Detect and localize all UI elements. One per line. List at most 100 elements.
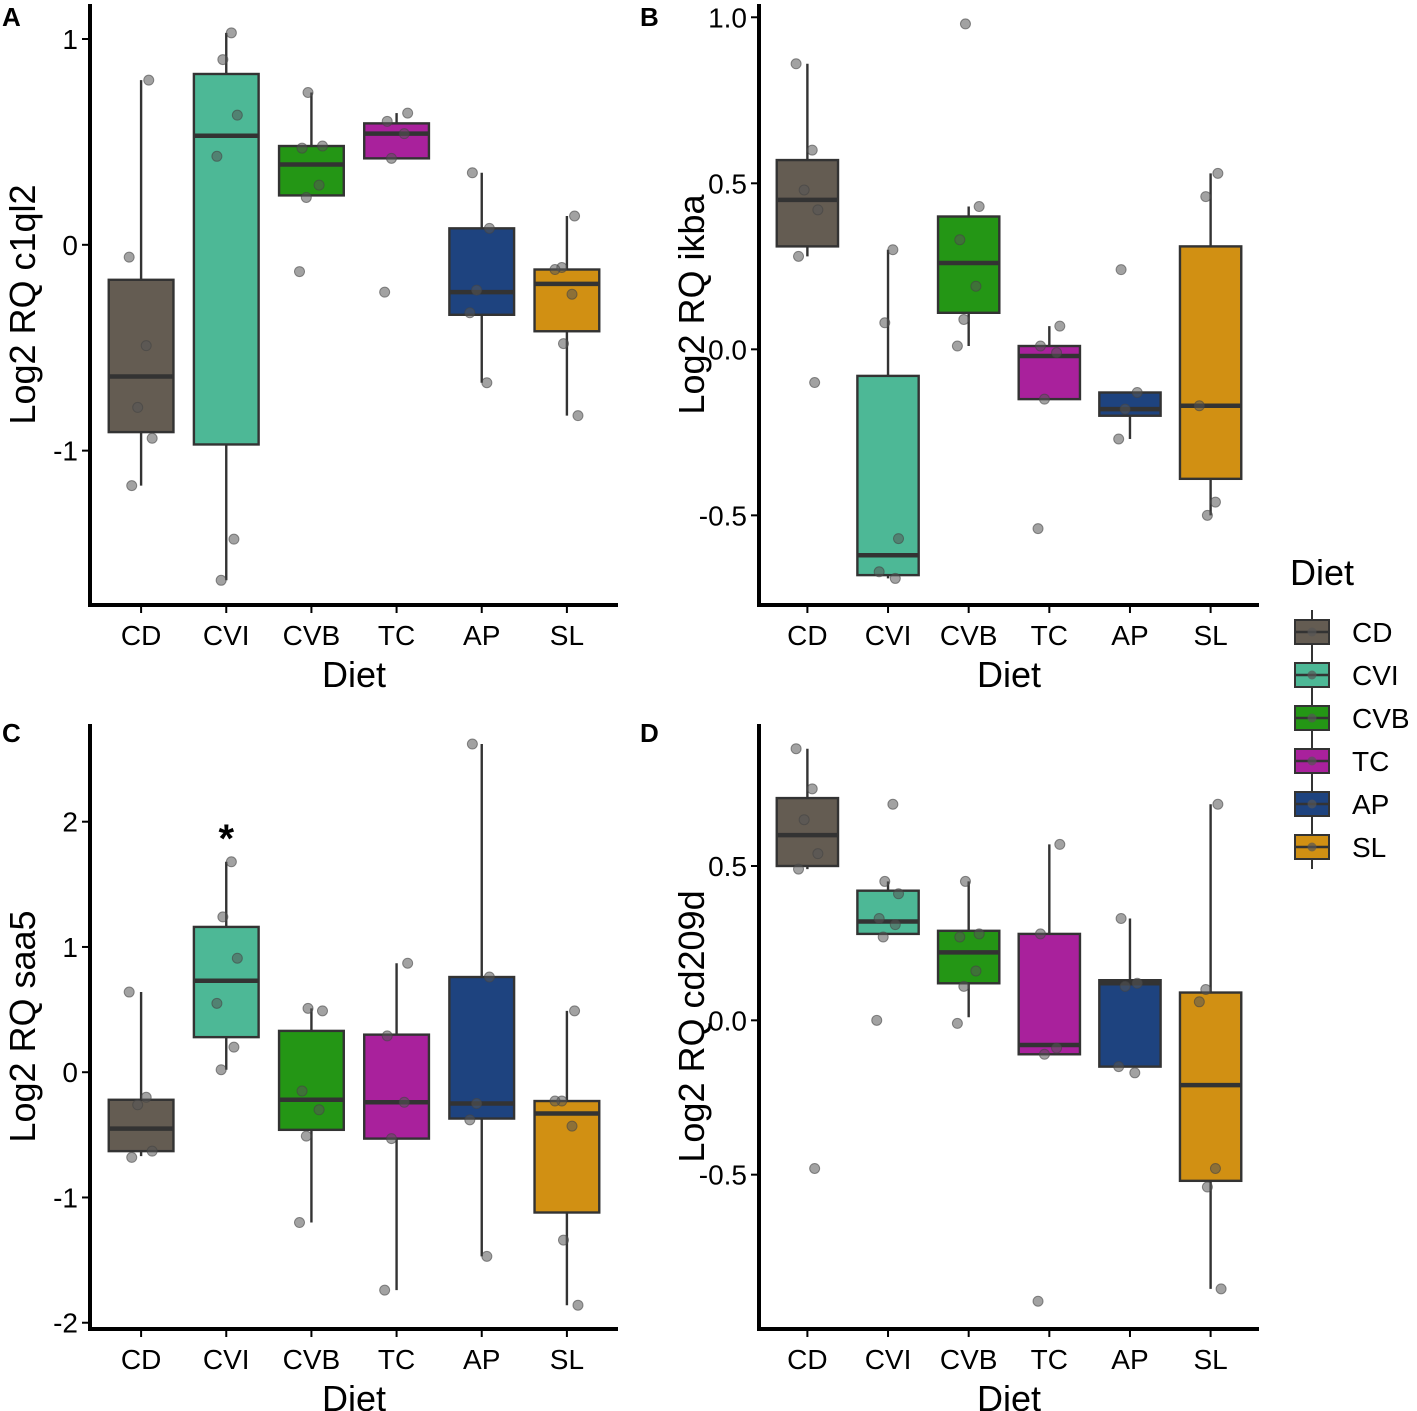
x-tick-label: CVB (283, 620, 341, 651)
data-point (954, 234, 966, 246)
panel-letter: C (2, 718, 21, 748)
x-tick-label: CD (121, 620, 161, 651)
data-point (481, 377, 493, 389)
data-point (958, 980, 970, 992)
legend-title: Diet (1290, 552, 1354, 593)
data-point (466, 738, 478, 750)
box (363, 122, 431, 160)
panel-d: D -0.5 0.0 0.5 CD CVI CVB TC AP SL Diet Log2 RQ cd2… (640, 718, 1259, 1411)
x-tick-label: SL (1193, 1344, 1227, 1375)
panel-a: A -1 0 1 CD CVI CVB TC AP SL Diet Log2 RQ c1ql2 (2, 2, 618, 695)
data-point (959, 875, 971, 887)
box-sl (533, 215, 601, 416)
data-point (871, 1014, 883, 1026)
data-point (806, 783, 818, 795)
y-tick-label: 2 (62, 807, 78, 838)
panel-b: B -0.5 0.0 0.5 1.0 CD CVI CVB TC AP SL Diet Log2 RQ … (640, 2, 1259, 695)
data-point (877, 931, 889, 943)
data-point (466, 167, 478, 179)
data-point (293, 266, 305, 278)
legend: Diet CD CVI CVB TC AP SL (1290, 552, 1410, 869)
data-point (217, 911, 229, 923)
x-tick-label: CD (787, 1344, 827, 1375)
box (192, 72, 260, 446)
x-tick-label: CVB (940, 1344, 998, 1375)
panel-letter: D (640, 718, 659, 748)
x-tick-label: SL (1193, 620, 1227, 651)
data-point (1131, 386, 1143, 398)
data-point (557, 338, 569, 350)
legend-key-point (1307, 670, 1317, 680)
data-point (1209, 496, 1221, 508)
data-point (385, 1133, 397, 1145)
data-point (970, 965, 982, 977)
y-tick-label: -0.5 (699, 500, 747, 531)
data-point (296, 1085, 308, 1097)
data-point (1115, 912, 1127, 924)
box (1178, 245, 1243, 481)
data-point (379, 1284, 391, 1296)
x-tick-label: CVB (283, 1344, 341, 1375)
y-tick-label: 0.0 (708, 1005, 747, 1036)
data-point (296, 142, 308, 154)
data-point (1051, 347, 1063, 359)
data-point (381, 1030, 393, 1042)
data-point (812, 204, 824, 216)
x-tick-label: CD (121, 1344, 161, 1375)
data-point (889, 572, 901, 584)
data-point (1051, 1042, 1063, 1054)
data-point (569, 1005, 581, 1017)
data-point (1038, 393, 1050, 405)
data-point (398, 128, 410, 140)
box-cvb (936, 881, 1001, 1018)
box-tc (1017, 326, 1082, 401)
box-cvi (856, 249, 920, 579)
data-point (464, 307, 476, 319)
x-tick-label: CD (787, 620, 827, 651)
x-axis-title: Diet (977, 654, 1041, 695)
x-tick-label: AP (463, 620, 500, 651)
box-sl (1178, 804, 1243, 1289)
data-point (1200, 983, 1212, 995)
box (856, 374, 920, 577)
data-point (123, 986, 135, 998)
legend-key-point (1307, 756, 1317, 766)
y-tick-label: -0.5 (699, 1160, 747, 1191)
legend-item-cvb: CVB (1294, 696, 1410, 740)
data-point (464, 1114, 476, 1126)
data-point (1119, 403, 1131, 415)
box-ap (448, 172, 516, 383)
data-point (225, 856, 237, 868)
data-point (402, 957, 414, 969)
data-point (1054, 838, 1066, 850)
data-point (549, 264, 561, 276)
data-point (893, 533, 905, 545)
legend-label: AP (1352, 789, 1389, 820)
y-tick-label: 1 (62, 932, 78, 963)
legend-item-ap: AP (1294, 782, 1389, 826)
box-cvb (277, 92, 345, 197)
box-cvi (192, 861, 260, 1070)
legend-key-point (1307, 842, 1317, 852)
box (856, 889, 920, 936)
box-cvi (856, 881, 920, 936)
box (448, 975, 516, 1120)
data-point (132, 401, 144, 413)
data-point (1038, 1048, 1050, 1060)
box-tc (1017, 844, 1082, 1056)
box-cd (775, 63, 840, 257)
x-axis-title: Diet (322, 1378, 386, 1411)
data-point (549, 1095, 561, 1107)
y-tick-label: 0.5 (708, 851, 747, 882)
box-cvb (277, 1008, 345, 1223)
data-point (402, 107, 414, 119)
data-point (1032, 1295, 1044, 1307)
data-point (398, 1096, 410, 1108)
data-point (566, 1120, 578, 1132)
data-point (217, 54, 229, 66)
data-point (793, 863, 805, 875)
data-point (1201, 509, 1213, 521)
data-point (300, 191, 312, 203)
data-point (1212, 798, 1224, 810)
